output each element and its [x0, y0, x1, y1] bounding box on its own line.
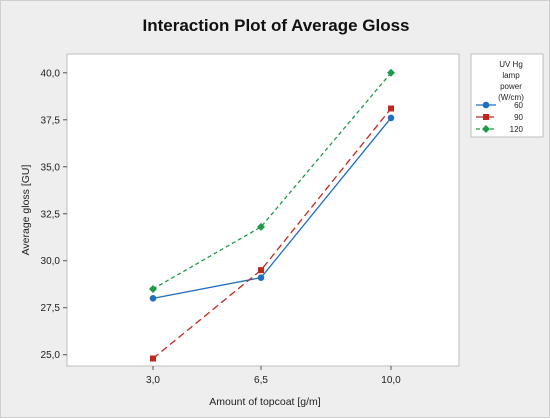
plot-area — [66, 53, 460, 367]
legend-title-line: lamp — [502, 71, 520, 80]
series-90-point — [150, 355, 156, 362]
y-axis: 25,0 27,5 30,0 32,5 35,0 37,5 40,0 — [41, 68, 67, 361]
legend-60-label: 60 — [514, 101, 523, 110]
x-axis-label: Amount of topcoat [g/m] — [209, 396, 321, 408]
legend-60-marker — [482, 101, 490, 109]
x-tick-label: 3,0 — [146, 375, 160, 386]
series-60-point — [149, 295, 157, 302]
series-120-point — [149, 284, 157, 293]
legend-title-line: power — [500, 82, 522, 91]
legend-90-label: 90 — [514, 113, 523, 122]
y-tick-label: 40,0 — [41, 68, 61, 79]
legend-title-line: (W/cm) — [498, 93, 524, 102]
legend: UV Hg lamp power (W/cm)60 90 120 — [476, 60, 524, 134]
legend-title-line: UV Hg — [499, 60, 523, 69]
y-axis-label: Average gloss [GU] — [20, 164, 32, 255]
series-60-point — [387, 114, 395, 122]
x-axis: 3,0 6,5 10,0 — [146, 366, 401, 386]
series-90-point — [388, 105, 394, 112]
y-tick-label: 37,5 — [41, 115, 61, 126]
series-120-point — [387, 68, 395, 77]
legend-120-label: 120 — [510, 125, 524, 134]
series-120-point — [257, 222, 265, 231]
series-90-line — [152, 108, 392, 359]
y-tick-label: 30,0 — [41, 256, 61, 267]
series-60-point — [257, 274, 265, 281]
y-tick-label: 35,0 — [41, 162, 61, 173]
legend-box — [470, 53, 544, 138]
legend-90-marker — [483, 114, 489, 120]
y-tick-label: 25,0 — [41, 350, 61, 361]
y-tick-label: 32,5 — [41, 209, 61, 220]
chart-title: Interaction Plot of Average Gloss — [142, 16, 409, 35]
series-group — [149, 68, 395, 362]
legend-120-marker — [482, 125, 490, 133]
series-90-point — [258, 267, 264, 274]
y-tick-label: 27,5 — [41, 303, 61, 314]
x-tick-label: 10,0 — [381, 375, 401, 386]
x-tick-label: 6,5 — [254, 375, 268, 386]
